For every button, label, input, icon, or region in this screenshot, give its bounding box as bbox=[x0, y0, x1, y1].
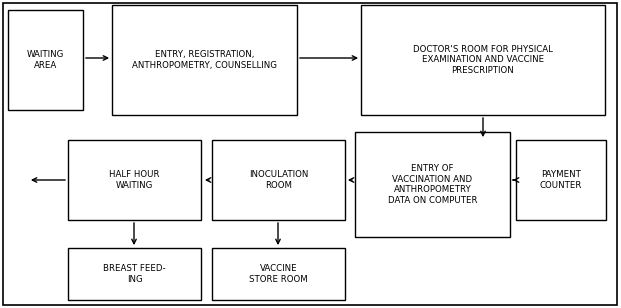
Bar bbox=[8, 10, 83, 110]
Text: BREAST FEED-
ING: BREAST FEED- ING bbox=[103, 264, 166, 284]
Text: PAYMENT
COUNTER: PAYMENT COUNTER bbox=[540, 170, 582, 190]
Text: DOCTOR'S ROOM FOR PHYSICAL
EXAMINATION AND VACCINE
PRESCRIPTION: DOCTOR'S ROOM FOR PHYSICAL EXAMINATION A… bbox=[413, 45, 553, 75]
Text: ENTRY OF
VACCINATION AND
ANTHROPOMETRY
DATA ON COMPUTER: ENTRY OF VACCINATION AND ANTHROPOMETRY D… bbox=[388, 164, 478, 205]
Text: HALF HOUR
WAITING: HALF HOUR WAITING bbox=[109, 170, 160, 190]
Bar bbox=[355, 132, 510, 237]
Bar bbox=[68, 140, 201, 220]
Bar bbox=[112, 5, 297, 115]
Text: WAITING
AREA: WAITING AREA bbox=[27, 50, 64, 70]
Bar bbox=[212, 248, 345, 300]
Bar bbox=[516, 140, 606, 220]
Text: VACCINE
STORE ROOM: VACCINE STORE ROOM bbox=[249, 264, 308, 284]
Bar bbox=[212, 140, 345, 220]
Bar bbox=[361, 5, 605, 115]
Text: INOCULATION
ROOM: INOCULATION ROOM bbox=[249, 170, 308, 190]
Text: ENTRY, REGISTRATION,
ANTHROPOMETRY, COUNSELLING: ENTRY, REGISTRATION, ANTHROPOMETRY, COUN… bbox=[132, 50, 277, 70]
Bar bbox=[68, 248, 201, 300]
